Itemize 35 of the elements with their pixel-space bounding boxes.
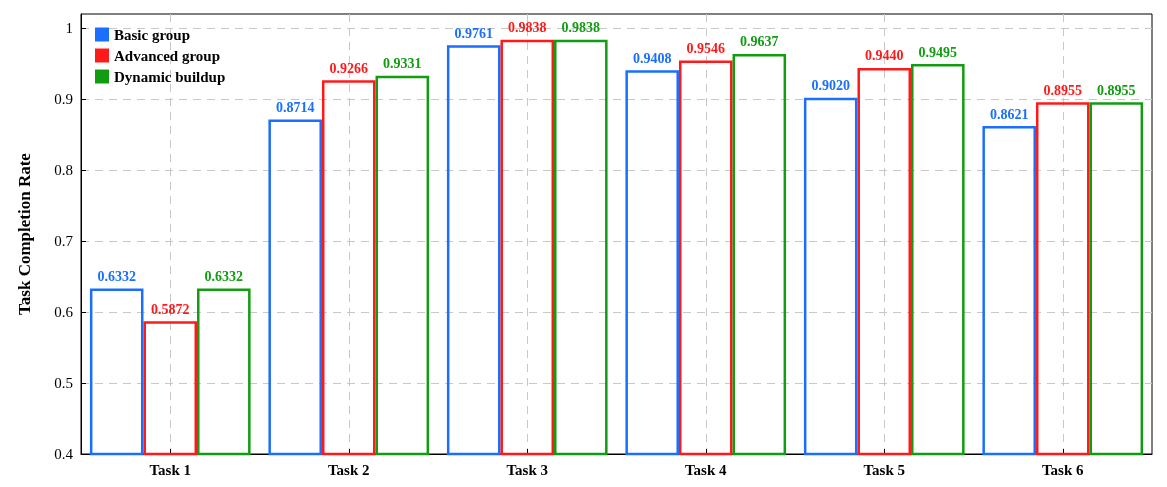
x-tick-label: Task 4 <box>684 461 728 478</box>
data-label: 0.8621 <box>989 106 1029 122</box>
data-label: 0.6332 <box>97 269 136 284</box>
data-label: 0.9838 <box>561 20 601 36</box>
y-tick-label: 0.8 <box>54 162 73 179</box>
data-label: 0.6332 <box>204 269 244 284</box>
data-label: 0.9546 <box>686 40 725 56</box>
x-tick-label: Task 3 <box>506 461 549 478</box>
data-label: 0.9838 <box>508 20 547 36</box>
data-label: 0.9637 <box>740 34 779 50</box>
x-tick-label: Task 6 <box>1041 461 1085 478</box>
legend-label: Dynamic buildup <box>114 68 226 85</box>
y-tick-label: 0.5 <box>54 375 73 392</box>
y-tick-label: 0.7 <box>54 233 74 250</box>
data-label: 0.9440 <box>865 48 904 64</box>
data-label: 0.9020 <box>811 78 850 94</box>
data-label: 0.9266 <box>329 60 368 76</box>
y-tick-label: 0.6 <box>54 304 74 321</box>
data-label: 0.9761 <box>454 25 493 41</box>
legend-label: Advanced group <box>114 47 220 64</box>
y-tick-label: 1 <box>65 20 73 37</box>
y-tick-label: 0.4 <box>54 446 74 462</box>
y-axis-title: Task Completion Rate <box>15 152 34 315</box>
data-label: 0.8955 <box>1043 82 1082 98</box>
x-tick-label: Task 5 <box>863 461 906 478</box>
data-label: 0.9331 <box>383 56 422 72</box>
data-label: 0.9495 <box>918 44 958 60</box>
x-tick-label: Task 2 <box>327 461 370 478</box>
x-tick-label: Task 1 <box>149 461 192 478</box>
data-label: 0.5872 <box>151 301 190 317</box>
y-tick-label: 0.9 <box>54 91 73 108</box>
data-label: 0.8955 <box>1097 82 1136 98</box>
data-label: 0.9408 <box>632 50 672 66</box>
data-label: 0.8714 <box>275 99 315 115</box>
legend-label: Basic group <box>114 26 190 43</box>
